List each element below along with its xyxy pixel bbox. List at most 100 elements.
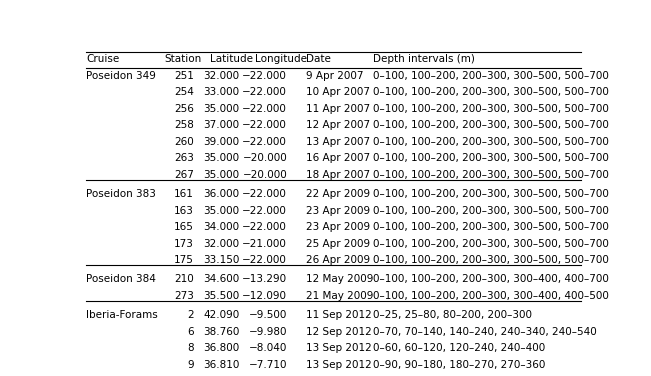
- Text: 0–100, 100–200, 200–300, 300–400, 400–500: 0–100, 100–200, 200–300, 300–400, 400–50…: [373, 291, 609, 301]
- Text: 16 Apr 2007: 16 Apr 2007: [306, 153, 370, 163]
- Text: −9.980: −9.980: [249, 327, 287, 337]
- Text: 0–90, 90–180, 180–270, 270–360: 0–90, 90–180, 180–270, 270–360: [373, 360, 546, 370]
- Text: 0–100, 100–200, 200–300, 300–500, 500–700: 0–100, 100–200, 200–300, 300–500, 500–70…: [373, 255, 609, 265]
- Text: 273: 273: [174, 291, 194, 301]
- Text: −22.000: −22.000: [242, 222, 287, 232]
- Text: 42.090: 42.090: [203, 310, 240, 320]
- Text: −8.040: −8.040: [249, 343, 287, 353]
- Text: 0–100, 100–200, 200–300, 300–500, 500–700: 0–100, 100–200, 200–300, 300–500, 500–70…: [373, 120, 609, 130]
- Text: 11 Apr 2007: 11 Apr 2007: [306, 104, 370, 114]
- Text: 175: 175: [174, 255, 194, 265]
- Text: 13 Sep 2012: 13 Sep 2012: [306, 343, 372, 353]
- Text: 39.000: 39.000: [203, 136, 240, 147]
- Text: 12 Apr 2007: 12 Apr 2007: [306, 120, 370, 130]
- Text: Longitude: Longitude: [255, 54, 307, 64]
- Text: −22.000: −22.000: [242, 120, 287, 130]
- Text: Station: Station: [165, 54, 202, 64]
- Text: −22.000: −22.000: [242, 87, 287, 97]
- Text: 21 May 2009: 21 May 2009: [306, 291, 373, 301]
- Text: 34.600: 34.600: [203, 274, 240, 285]
- Text: 35.000: 35.000: [203, 153, 240, 163]
- Text: 36.000: 36.000: [203, 189, 240, 199]
- Text: 256: 256: [174, 104, 194, 114]
- Text: 0–100, 100–200, 200–300, 300–500, 500–700: 0–100, 100–200, 200–300, 300–500, 500–70…: [373, 71, 609, 80]
- Text: 23 Apr 2009: 23 Apr 2009: [306, 222, 370, 232]
- Text: 23 Apr 2009: 23 Apr 2009: [306, 206, 370, 215]
- Text: 161: 161: [174, 189, 194, 199]
- Text: 8: 8: [187, 343, 194, 353]
- Text: −21.000: −21.000: [242, 238, 287, 249]
- Text: Date: Date: [306, 54, 331, 64]
- Text: 13 Sep 2012: 13 Sep 2012: [306, 360, 372, 370]
- Text: 36.810: 36.810: [203, 360, 240, 370]
- Text: 35.000: 35.000: [203, 170, 240, 180]
- Text: −22.000: −22.000: [242, 206, 287, 215]
- Text: 0–60, 60–120, 120–240, 240–400: 0–60, 60–120, 120–240, 240–400: [373, 343, 546, 353]
- Text: −12.090: −12.090: [242, 291, 287, 301]
- Text: 254: 254: [174, 87, 194, 97]
- Text: 37.000: 37.000: [203, 120, 240, 130]
- Text: 33.000: 33.000: [203, 87, 240, 97]
- Text: 9 Apr 2007: 9 Apr 2007: [306, 71, 363, 80]
- Text: −13.290: −13.290: [242, 274, 287, 285]
- Text: −20.000: −20.000: [242, 153, 287, 163]
- Text: −22.000: −22.000: [242, 255, 287, 265]
- Text: 267: 267: [174, 170, 194, 180]
- Text: −9.500: −9.500: [249, 310, 287, 320]
- Text: 163: 163: [174, 206, 194, 215]
- Text: −20.000: −20.000: [242, 170, 287, 180]
- Text: 165: 165: [174, 222, 194, 232]
- Text: 0–100, 100–200, 200–300, 300–500, 500–700: 0–100, 100–200, 200–300, 300–500, 500–70…: [373, 87, 609, 97]
- Text: Poseidon 349: Poseidon 349: [87, 71, 156, 80]
- Text: 10 Apr 2007: 10 Apr 2007: [306, 87, 370, 97]
- Text: 11 Sep 2012: 11 Sep 2012: [306, 310, 372, 320]
- Text: 35.000: 35.000: [203, 206, 240, 215]
- Text: Iberia-Forams: Iberia-Forams: [87, 310, 158, 320]
- Text: 22 Apr 2009: 22 Apr 2009: [306, 189, 370, 199]
- Text: 0–100, 100–200, 200–300, 300–500, 500–700: 0–100, 100–200, 200–300, 300–500, 500–70…: [373, 104, 609, 114]
- Text: 0–25, 25–80, 80–200, 200–300: 0–25, 25–80, 80–200, 200–300: [373, 310, 532, 320]
- Text: 6: 6: [187, 327, 194, 337]
- Text: 13 Apr 2007: 13 Apr 2007: [306, 136, 370, 147]
- Text: −22.000: −22.000: [242, 189, 287, 199]
- Text: 0–70, 70–140, 140–240, 240–340, 240–540: 0–70, 70–140, 140–240, 240–340, 240–540: [373, 327, 597, 337]
- Text: 12 Sep 2012: 12 Sep 2012: [306, 327, 372, 337]
- Text: 251: 251: [174, 71, 194, 80]
- Text: Poseidon 384: Poseidon 384: [87, 274, 156, 285]
- Text: 38.760: 38.760: [203, 327, 240, 337]
- Text: 32.000: 32.000: [203, 71, 240, 80]
- Text: 263: 263: [174, 153, 194, 163]
- Text: Cruise: Cruise: [87, 54, 120, 64]
- Text: 260: 260: [174, 136, 194, 147]
- Text: 36.800: 36.800: [203, 343, 240, 353]
- Text: 12 May 2009: 12 May 2009: [306, 274, 373, 285]
- Text: Depth intervals (m): Depth intervals (m): [373, 54, 475, 64]
- Text: 0–100, 100–200, 200–300, 300–500, 500–700: 0–100, 100–200, 200–300, 300–500, 500–70…: [373, 238, 609, 249]
- Text: 9: 9: [187, 360, 194, 370]
- Text: 35.000: 35.000: [203, 104, 240, 114]
- Text: 25 Apr 2009: 25 Apr 2009: [306, 238, 370, 249]
- Text: 34.000: 34.000: [203, 222, 240, 232]
- Text: 210: 210: [174, 274, 194, 285]
- Text: −22.000: −22.000: [242, 136, 287, 147]
- Text: 26 Apr 2009: 26 Apr 2009: [306, 255, 370, 265]
- Text: 18 Apr 2007: 18 Apr 2007: [306, 170, 370, 180]
- Text: 173: 173: [174, 238, 194, 249]
- Text: 33.150: 33.150: [203, 255, 240, 265]
- Text: 35.500: 35.500: [203, 291, 240, 301]
- Text: −22.000: −22.000: [242, 104, 287, 114]
- Text: Poseidon 383: Poseidon 383: [87, 189, 156, 199]
- Text: 258: 258: [174, 120, 194, 130]
- Text: 0–100, 100–200, 200–300, 300–500, 500–700: 0–100, 100–200, 200–300, 300–500, 500–70…: [373, 170, 609, 180]
- Text: 0–100, 100–200, 200–300, 300–400, 400–700: 0–100, 100–200, 200–300, 300–400, 400–70…: [373, 274, 609, 285]
- Text: 0–100, 100–200, 200–300, 300–500, 500–700: 0–100, 100–200, 200–300, 300–500, 500–70…: [373, 222, 609, 232]
- Text: 0–100, 100–200, 200–300, 300–500, 500–700: 0–100, 100–200, 200–300, 300–500, 500–70…: [373, 153, 609, 163]
- Text: 2: 2: [187, 310, 194, 320]
- Text: 0–100, 100–200, 200–300, 300–500, 500–700: 0–100, 100–200, 200–300, 300–500, 500–70…: [373, 206, 609, 215]
- Text: −22.000: −22.000: [242, 71, 287, 80]
- Text: 0–100, 100–200, 200–300, 300–500, 500–700: 0–100, 100–200, 200–300, 300–500, 500–70…: [373, 189, 609, 199]
- Text: 0–100, 100–200, 200–300, 300–500, 500–700: 0–100, 100–200, 200–300, 300–500, 500–70…: [373, 136, 609, 147]
- Text: −7.710: −7.710: [249, 360, 287, 370]
- Text: 32.000: 32.000: [203, 238, 240, 249]
- Text: Latitude: Latitude: [210, 54, 253, 64]
